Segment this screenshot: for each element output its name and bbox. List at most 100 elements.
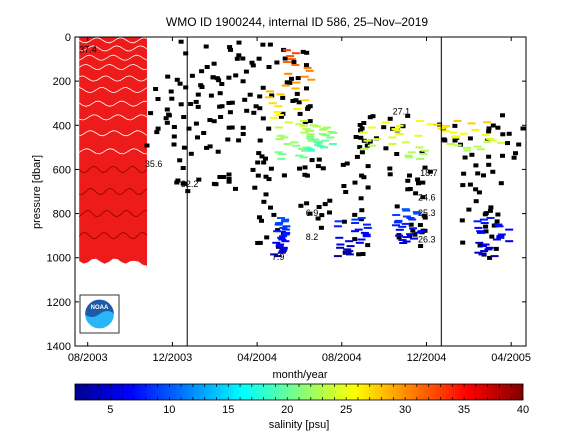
data-point [257,138,263,143]
data-point-colored [287,58,296,61]
data-point-colored [279,226,288,229]
data-point [228,47,233,52]
colorbar-tick-label: 40 [517,404,529,416]
data-point-colored [282,61,291,63]
data-point [154,130,160,135]
data-point-colored [497,233,506,236]
data-point [481,173,486,178]
data-point [171,125,177,129]
data-point [211,119,217,124]
data-point [267,42,273,47]
data-point [412,232,418,237]
data-point-colored [413,212,422,215]
salinity-isoline [78,100,147,107]
data-point [233,73,239,78]
data-point-colored [345,250,354,253]
data-point-colored [346,245,355,248]
data-point [252,185,258,190]
data-point-colored [270,253,279,256]
data-point-colored [485,246,494,249]
data-point-colored [281,84,290,87]
data-point [263,174,269,179]
data-point [165,74,171,79]
data-point-colored [362,235,371,238]
data-point [487,208,493,213]
data-point [473,187,479,192]
data-point [318,225,324,230]
data-point-colored [494,223,503,226]
data-point [381,125,387,130]
data-point [178,102,184,107]
data-point-colored [280,220,289,223]
data-point-colored [319,128,328,131]
data-point-colored [291,64,300,66]
data-point-colored [477,231,485,234]
data-point [226,125,232,130]
data-point-colored [486,217,495,219]
data-point-colored [417,230,426,233]
data-point [341,219,347,224]
data-point [271,212,277,217]
data-point [260,116,266,121]
data-point-colored [292,144,300,147]
data-point [327,210,332,215]
salinity-isoline-deep [78,165,148,174]
data-point [226,177,232,181]
data-point-colored [320,127,329,130]
data-point [353,135,359,139]
data-point [420,180,426,185]
data-point-colored [393,129,402,132]
data-point [370,114,376,119]
data-point [483,229,489,234]
data-point [155,126,161,131]
salinity-isoline [78,148,148,155]
data-point-colored [351,222,360,224]
data-point [352,180,358,185]
plot-frame [74,36,527,347]
data-point-colored [300,75,309,78]
data-point-colored [333,225,342,228]
data-point-colored [314,141,323,144]
data-point-colored [307,139,316,142]
data-point-colored [280,136,289,139]
data-point-colored [481,134,490,136]
data-point [357,123,363,127]
data-point-colored [381,121,390,124]
data-point-colored [291,52,300,55]
data-point-colored [277,217,285,219]
data-point-colored [405,156,414,159]
data-point-colored [398,239,407,242]
data-point [361,175,367,180]
data-point [327,198,333,203]
data-point-colored [359,131,368,134]
data-point [193,99,199,104]
data-point [240,79,246,84]
data-point-colored [355,241,364,244]
data-point-colored [407,151,416,154]
data-point [294,91,300,96]
data-point [266,126,272,131]
data-point-colored [295,123,304,126]
data-point [148,111,154,116]
data-point [260,85,266,90]
data-point [204,65,210,69]
data-point [293,98,299,103]
data-point [405,178,411,183]
contour-label: 25.3 [418,208,436,218]
data-point [268,205,273,210]
data-point-colored [478,245,487,248]
data-point [452,138,458,143]
data-point [211,181,217,186]
data-point-colored [481,243,490,246]
data-point-colored [306,149,315,152]
data-point [319,213,325,218]
data-point [166,113,172,118]
data-point [287,80,293,85]
data-point-colored [479,218,488,221]
data-layer [78,37,526,266]
salinity-isoline [79,130,148,137]
data-point [290,99,296,103]
contour-label: 32.2 [181,179,199,189]
y-tick-label: 800 [53,209,71,221]
